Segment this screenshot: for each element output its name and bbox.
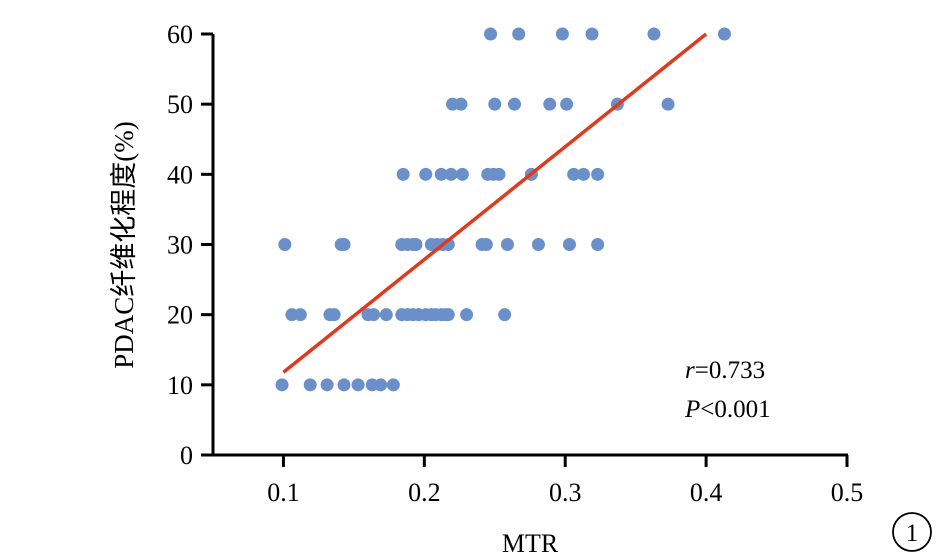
data-point (441, 308, 455, 322)
data-point (492, 167, 506, 181)
fit-line-group (282, 32, 708, 374)
data-point (337, 378, 351, 392)
p-symbol: P (684, 396, 700, 423)
data-point (560, 97, 574, 111)
r-value: =0.733 (695, 357, 765, 384)
data-point (327, 308, 341, 322)
figure-number-circle (892, 512, 932, 552)
axes: 0 10 20 30 40 50 60 0.1 0.2 0.3 0.4 0.5 (167, 20, 863, 507)
data-point (577, 167, 591, 181)
data-point (531, 238, 545, 251)
data-point (351, 378, 365, 392)
data-point (455, 167, 469, 181)
data-point (278, 238, 292, 251)
data-point (434, 167, 448, 181)
data-point (591, 167, 605, 181)
r-annotation: r=0.733 (685, 357, 765, 384)
data-point (512, 27, 526, 41)
p-value: <0.001 (700, 396, 770, 423)
data-point (444, 167, 458, 181)
data-point (374, 378, 388, 392)
data-point (647, 27, 661, 41)
data-point (386, 378, 400, 392)
y-tick-label: 30 (167, 231, 193, 260)
data-point (454, 97, 468, 111)
data-point (275, 378, 289, 392)
data-point (293, 308, 307, 322)
data-point (717, 27, 731, 41)
data-point (562, 238, 576, 251)
data-point (508, 97, 522, 111)
r-symbol: r (685, 357, 695, 384)
data-point (419, 167, 433, 181)
data-point (500, 238, 514, 251)
data-point (585, 27, 599, 41)
figure-number: 1 (906, 520, 919, 547)
data-point (396, 167, 410, 181)
fit-line (282, 32, 708, 374)
x-tick-label: 0.3 (549, 478, 582, 507)
data-points (275, 27, 731, 392)
data-point (303, 378, 317, 392)
data-point (567, 167, 581, 181)
data-point (498, 308, 512, 322)
y-tick-label: 0 (180, 441, 193, 470)
y-tick-label: 10 (167, 371, 193, 400)
y-tick-label: 50 (167, 90, 193, 119)
data-point (479, 238, 493, 251)
data-point (409, 238, 423, 251)
data-point (555, 27, 569, 41)
x-tick-label: 0.5 (831, 478, 864, 507)
y-tick-label: 20 (167, 301, 193, 330)
data-point (337, 238, 351, 251)
y-axis-label: PDAC纤维化程度(%) (109, 121, 139, 369)
x-tick-label: 0.2 (408, 478, 441, 507)
data-point (484, 27, 498, 41)
x-tick-label: 0.1 (267, 478, 300, 507)
p-annotation: P<0.001 (684, 396, 771, 423)
data-point (379, 308, 393, 322)
x-tick-label: 0.4 (690, 478, 723, 507)
data-point (543, 97, 557, 111)
x-axis-label: MTR (502, 529, 559, 558)
y-tick-label: 60 (167, 20, 193, 49)
data-point (591, 238, 605, 251)
data-point (488, 97, 502, 111)
data-point (320, 378, 334, 392)
data-point (460, 308, 474, 322)
data-point (367, 308, 381, 322)
data-point (661, 97, 675, 111)
y-tick-label: 40 (167, 160, 193, 189)
